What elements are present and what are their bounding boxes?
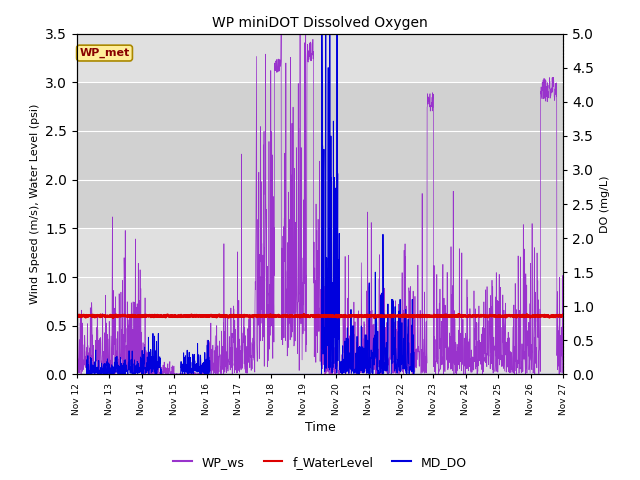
MD_DO	[334, 170, 342, 176]
f_WaterLevel	[531, 313, 538, 319]
Text: WP_met: WP_met	[79, 48, 130, 58]
WP_ws	[559, 308, 567, 314]
f_WaterLevel	[345, 314, 353, 320]
WP_ws	[212, 372, 220, 377]
MD_DO	[461, 372, 469, 377]
f_WaterLevel	[209, 313, 216, 319]
f_WaterLevel	[109, 315, 117, 321]
Bar	[77, 82, 563, 228]
MD_DO	[559, 372, 567, 377]
Title: WP miniDOT Dissolved Oxygen: WP miniDOT Dissolved Oxygen	[212, 16, 428, 30]
WP_ws	[334, 368, 342, 373]
WP_ws	[516, 254, 524, 260]
f_WaterLevel	[300, 312, 308, 317]
f_WaterLevel	[559, 312, 567, 318]
MD_DO	[344, 368, 352, 373]
Y-axis label: Wind Speed (m/s), Water Level (psi): Wind Speed (m/s), Water Level (psi)	[29, 104, 40, 304]
MD_DO	[318, 31, 326, 36]
Y-axis label: DO (mg/L): DO (mg/L)	[600, 175, 610, 233]
f_WaterLevel	[461, 312, 469, 318]
WP_ws	[531, 275, 538, 280]
WP_ws	[461, 348, 469, 354]
WP_ws	[209, 361, 216, 367]
Line: f_WaterLevel: f_WaterLevel	[77, 314, 563, 318]
WP_ws	[277, 31, 285, 36]
X-axis label: Time: Time	[305, 421, 335, 434]
WP_ws	[345, 252, 353, 258]
f_WaterLevel	[73, 313, 81, 319]
WP_ws	[73, 370, 81, 375]
f_WaterLevel	[516, 313, 524, 319]
Legend: WP_ws, f_WaterLevel, MD_DO: WP_ws, f_WaterLevel, MD_DO	[168, 451, 472, 474]
MD_DO	[516, 372, 524, 377]
f_WaterLevel	[334, 313, 342, 319]
MD_DO	[209, 372, 216, 377]
MD_DO	[530, 372, 538, 377]
Line: WP_ws: WP_ws	[77, 34, 563, 374]
MD_DO	[73, 372, 81, 377]
Line: MD_DO: MD_DO	[77, 34, 563, 374]
